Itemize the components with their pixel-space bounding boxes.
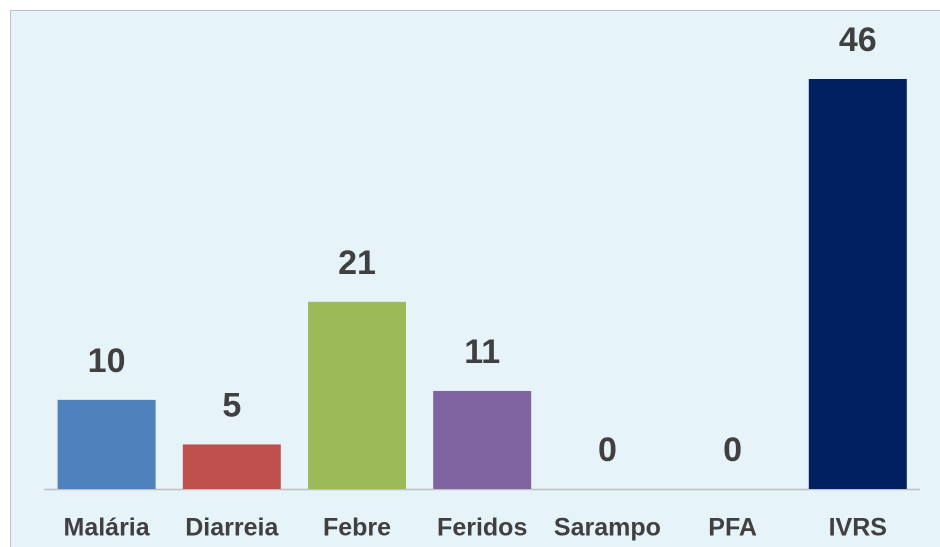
- data-label: 0: [723, 431, 742, 469]
- bar: [433, 390, 532, 489]
- data-label: 10: [88, 342, 126, 380]
- data-label: 0: [598, 431, 617, 469]
- data-label: 11: [464, 333, 500, 371]
- x-tick-label: PFA: [708, 514, 757, 542]
- x-tick-label: IVRS: [829, 514, 887, 542]
- data-label: 21: [338, 244, 376, 282]
- x-tick-label: Malária: [64, 514, 151, 542]
- bar: [308, 301, 406, 489]
- x-tick-label: Febre: [323, 514, 391, 542]
- bar: [808, 79, 907, 489]
- x-tick-label: Feridos: [437, 514, 527, 542]
- data-label: 5: [222, 386, 241, 424]
- bar: [57, 399, 156, 489]
- data-label: 46: [839, 21, 877, 59]
- x-tick-label: Sarampo: [554, 514, 661, 542]
- bar: [182, 444, 281, 489]
- x-tick-label: Diarreia: [185, 514, 279, 542]
